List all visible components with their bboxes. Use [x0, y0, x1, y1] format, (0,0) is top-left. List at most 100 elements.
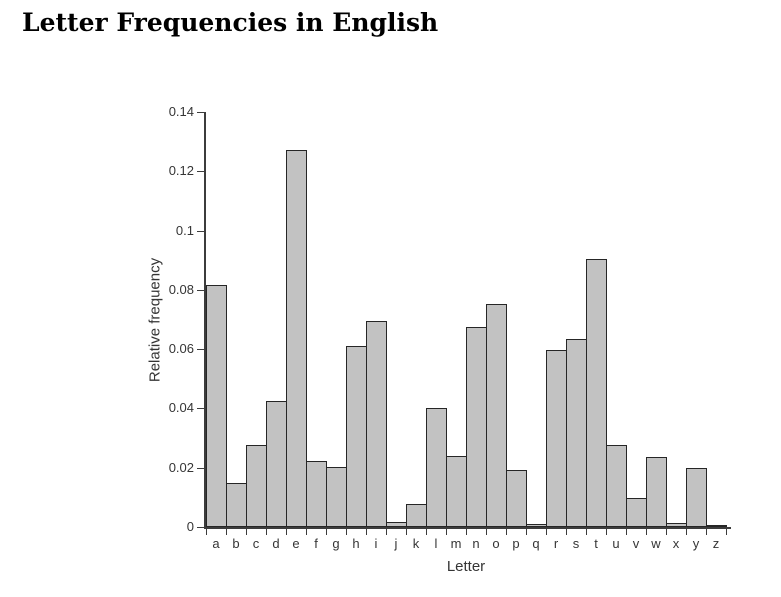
x-tick [245, 529, 247, 535]
bar-m [446, 456, 467, 527]
bar-y [686, 468, 707, 527]
x-tick-label-w: w [651, 536, 661, 551]
x-tick [505, 529, 507, 535]
y-tick-label-0: 0 [186, 519, 194, 534]
x-tick [625, 529, 627, 535]
x-tick [685, 529, 687, 535]
x-tick-label-i: i [374, 536, 378, 551]
x-tick-label-a: a [212, 536, 220, 551]
bar-l [426, 408, 447, 527]
bar-n [466, 327, 487, 527]
y-tick-label-0.04: 0.04 [168, 400, 194, 415]
x-tick-label-o: o [492, 536, 500, 551]
x-tick-label-d: d [272, 536, 280, 551]
bar-h [346, 346, 367, 527]
y-tick-label-0.02: 0.02 [168, 460, 194, 475]
bar-v [626, 498, 647, 527]
x-tick [305, 529, 307, 535]
x-axis-line [204, 527, 731, 529]
x-axis-label: Letter [446, 558, 486, 575]
bar-e [286, 150, 307, 527]
bar-k [406, 504, 427, 527]
x-tick [385, 529, 387, 535]
y-tick-label-0.08: 0.08 [168, 282, 194, 297]
x-tick [225, 529, 227, 535]
x-tick [205, 529, 207, 535]
x-tick-label-y: y [692, 536, 700, 551]
bar-u [606, 445, 627, 527]
x-tick [285, 529, 287, 535]
x-tick-label-c: c [252, 536, 260, 551]
x-tick-label-z: z [712, 536, 720, 551]
y-tick-label-0.12: 0.12 [168, 163, 194, 178]
y-tick-label-0.06: 0.06 [168, 341, 194, 356]
bar-s [566, 339, 587, 527]
x-tick [605, 529, 607, 535]
bar-b [226, 483, 247, 527]
bar-c [246, 445, 267, 527]
x-tick-label-q: q [532, 536, 540, 551]
bar-w [646, 457, 667, 527]
x-tick-label-b: b [232, 536, 240, 551]
x-tick-label-u: u [612, 536, 620, 551]
bar-t [586, 259, 607, 527]
y-tick [197, 348, 204, 350]
x-tick [465, 529, 467, 535]
x-tick [525, 529, 527, 535]
x-tick-label-g: g [332, 536, 340, 551]
x-tick [325, 529, 327, 535]
x-tick [445, 529, 447, 535]
y-tick [197, 407, 204, 409]
plot-area: a b c d e f g h i j k l m n o p q r s t u v w x y z 0 0.02 0.04 0.06 0… [169, 104, 727, 551]
y-tick [197, 170, 204, 172]
x-tick-label-r: r [553, 536, 559, 551]
x-tick [405, 529, 407, 535]
x-tick [725, 529, 727, 535]
x-tick [565, 529, 567, 535]
x-tick-label-m: m [450, 536, 462, 551]
bar-g [326, 467, 347, 527]
y-axis-line [204, 112, 206, 529]
x-tick-label-j: j [394, 536, 398, 551]
x-tick [345, 529, 347, 535]
bar-a [206, 285, 227, 527]
x-tick-label-x: x [672, 536, 680, 551]
x-tick-label-k: k [412, 536, 420, 551]
bar-o [486, 304, 507, 527]
y-tick-label-0.1: 0.1 [175, 223, 194, 238]
x-tick [585, 529, 587, 535]
bar-f [306, 461, 327, 527]
x-tick-label-n: n [472, 536, 480, 551]
x-tick [485, 529, 487, 535]
x-tick [545, 529, 547, 535]
x-tick [645, 529, 647, 535]
bar-p [506, 470, 527, 527]
x-tick [425, 529, 427, 535]
y-tick [197, 289, 204, 291]
x-tick-label-e: e [292, 536, 300, 551]
y-tick [197, 526, 204, 528]
bar-i [366, 321, 387, 527]
y-tick [197, 111, 204, 113]
y-tick-label-0.14: 0.14 [168, 104, 194, 119]
x-tick-label-t: t [594, 536, 598, 551]
x-tick [365, 529, 367, 535]
x-tick-label-v: v [632, 536, 640, 551]
x-tick [665, 529, 667, 535]
bar-r [546, 350, 567, 527]
x-tick-label-l: l [434, 536, 438, 551]
page-title: Letter Frequencies in English [22, 8, 439, 37]
y-tick [197, 467, 204, 469]
y-tick [197, 230, 204, 232]
y-axis-label: Relative frequency [146, 257, 164, 383]
x-tick [705, 529, 707, 535]
x-tick-label-s: s [572, 536, 580, 551]
x-tick-label-h: h [352, 536, 360, 551]
x-tick-label-f: f [314, 536, 318, 551]
x-tick [265, 529, 267, 535]
bar-d [266, 401, 287, 527]
x-tick-label-p: p [512, 536, 520, 551]
bar-z [706, 525, 727, 527]
